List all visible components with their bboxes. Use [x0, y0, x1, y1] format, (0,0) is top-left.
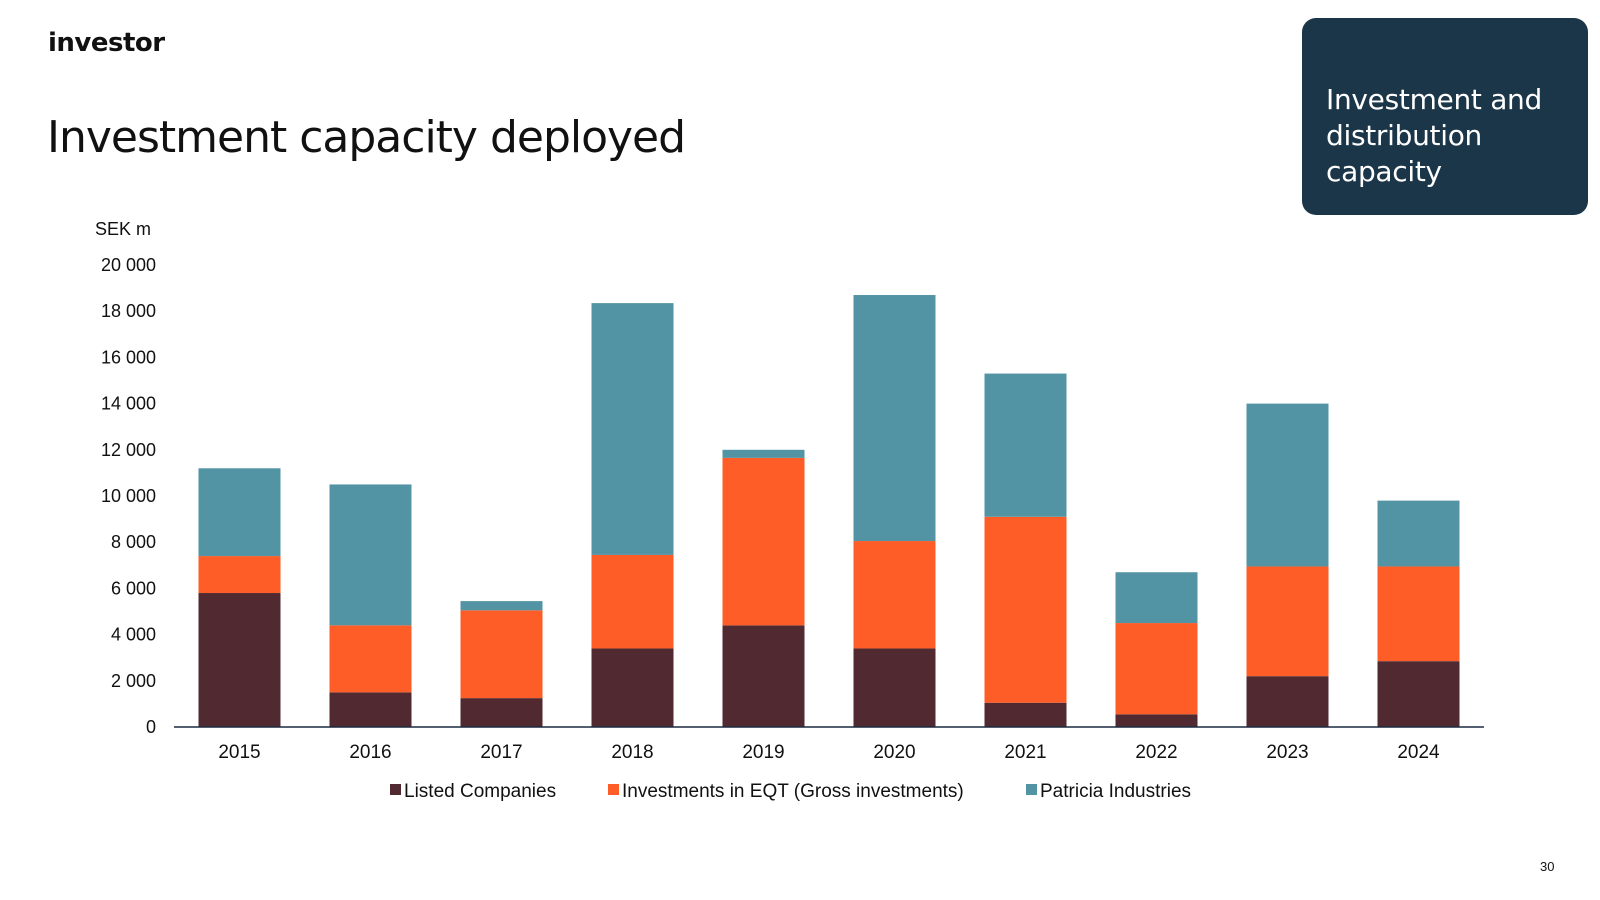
bar-2020-patricia-industries [853, 295, 936, 542]
bar-2019-investments-in-eqt-gross-investments [722, 457, 805, 626]
bar-2020-listed-companies [853, 648, 936, 727]
legend-swatch [390, 784, 401, 795]
bar-2015-patricia-industries [198, 468, 281, 557]
bar-2016-investments-in-eqt-gross-investments [329, 625, 412, 693]
bar-2018-listed-companies [591, 648, 674, 727]
y-tick-label: 4 000 [111, 625, 156, 645]
y-tick-label: 2 000 [111, 671, 156, 691]
y-tick-label: 16 000 [101, 347, 156, 367]
page-title: Investment capacity deployed [47, 112, 686, 163]
bar-2015-investments-in-eqt-gross-investments [198, 556, 281, 594]
bar-2021-listed-companies [984, 702, 1067, 727]
bar-2017-listed-companies [460, 698, 543, 727]
legend-swatch [608, 784, 619, 795]
bar-2017-patricia-industries [460, 601, 543, 611]
x-tick-label: 2020 [873, 742, 915, 763]
x-tick-label: 2023 [1266, 742, 1308, 763]
legend-label: Investments in EQT (Gross investments) [622, 781, 964, 802]
bar-2016-listed-companies [329, 692, 412, 727]
x-tick-label: 2017 [480, 742, 522, 763]
bar-2023-listed-companies [1246, 676, 1329, 727]
bar-2022-investments-in-eqt-gross-investments [1115, 623, 1198, 715]
y-tick-label: 18 000 [101, 301, 156, 321]
bar-2018-patricia-industries [591, 303, 674, 555]
bar-2024-investments-in-eqt-gross-investments [1377, 566, 1460, 662]
bar-2024-patricia-industries [1377, 500, 1460, 567]
section-label-line-2: distribution [1326, 119, 1482, 152]
bar-2023-investments-in-eqt-gross-investments [1246, 566, 1329, 677]
bar-2021-patricia-industries [984, 373, 1067, 517]
legend-label: Listed Companies [404, 781, 556, 802]
legend-swatch [1026, 784, 1037, 795]
y-tick-label: 12 000 [101, 440, 156, 460]
bar-2024-listed-companies [1377, 661, 1460, 727]
legend-label: Patricia Industries [1040, 781, 1191, 802]
x-tick-label: 2016 [349, 742, 391, 763]
section-label-box: Investment and distribution capacity [1302, 18, 1588, 215]
x-tick-label: 2021 [1004, 742, 1046, 763]
x-tick-label: 2024 [1397, 742, 1440, 763]
bar-2023-patricia-industries [1246, 403, 1329, 567]
bar-2019-listed-companies [722, 625, 805, 727]
bar-2015-listed-companies [198, 593, 281, 727]
y-tick-label: 20 000 [101, 255, 156, 275]
bar-2016-patricia-industries [329, 484, 412, 626]
bar-2017-investments-in-eqt-gross-investments [460, 610, 543, 699]
y-tick-label: 8 000 [111, 532, 156, 552]
x-tick-label: 2022 [1135, 742, 1177, 763]
section-label-line-1: Investment and [1326, 83, 1542, 116]
y-tick-label: 14 000 [101, 394, 156, 414]
bar-2022-listed-companies [1115, 714, 1198, 727]
bar-2018-investments-in-eqt-gross-investments [591, 554, 674, 649]
investor-logo: investor [48, 28, 165, 58]
x-tick-label: 2015 [218, 742, 260, 763]
bar-2021-investments-in-eqt-gross-investments [984, 516, 1067, 703]
bar-2019-patricia-industries [722, 449, 805, 458]
bar-2022-patricia-industries [1115, 572, 1198, 624]
x-tick-label: 2019 [742, 742, 784, 763]
y-tick-label: 6 000 [111, 578, 156, 598]
y-axis-label: SEK m [95, 219, 151, 239]
bar-2020-investments-in-eqt-gross-investments [853, 541, 936, 649]
x-tick-label: 2018 [611, 742, 653, 763]
y-tick-label: 10 000 [101, 486, 156, 506]
y-tick-label: 0 [146, 717, 156, 737]
page-number: 30 [1540, 859, 1555, 874]
section-label-line-3: capacity [1326, 155, 1442, 188]
